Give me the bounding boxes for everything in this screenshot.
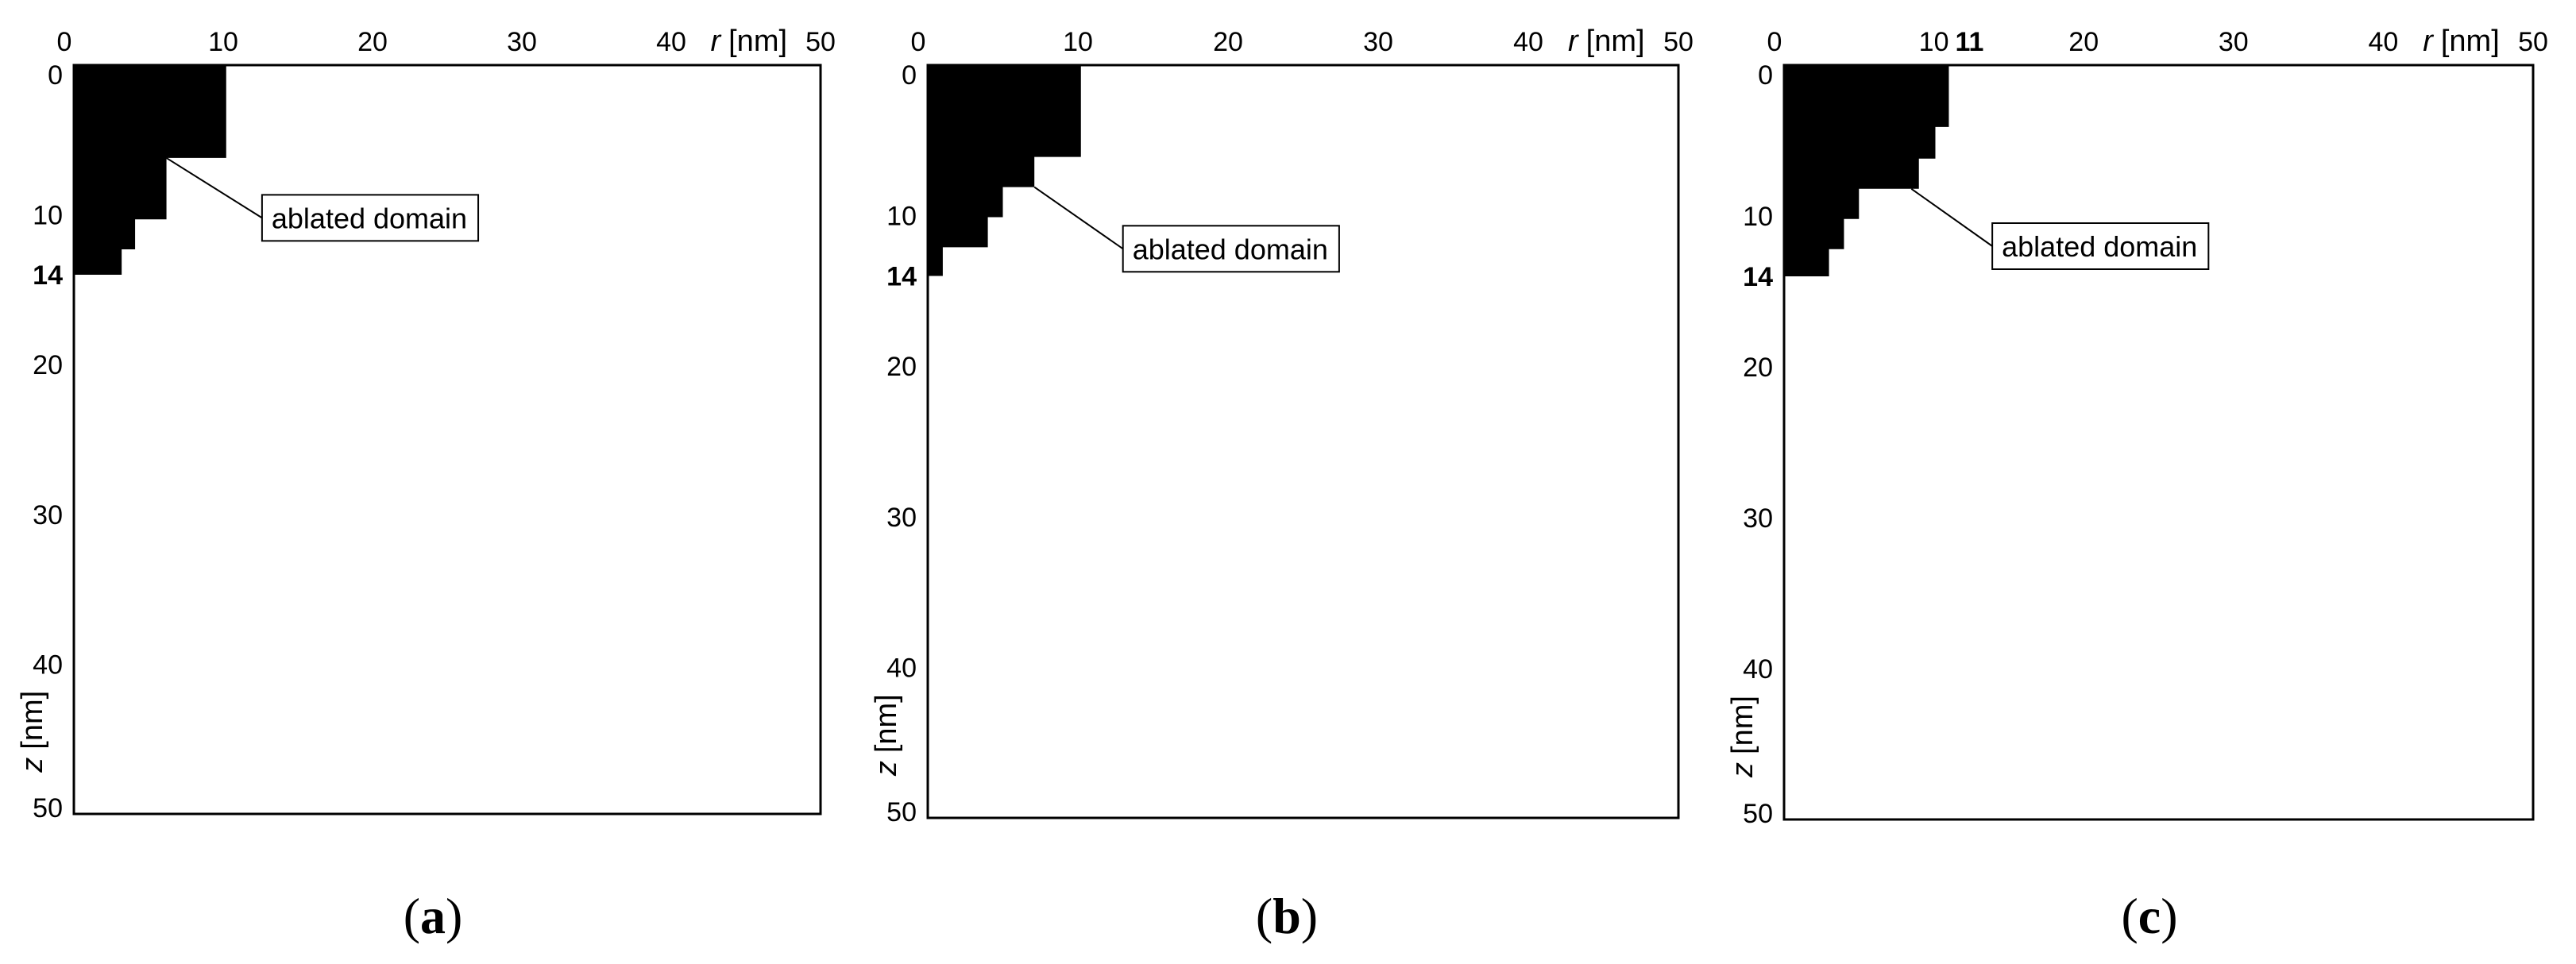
x-axis-label: r [nm]	[2423, 25, 2500, 58]
y-tick-label: 0	[48, 60, 63, 91]
panel-a: 0 10 20 30 40 50r [nm]0102030405014z[nm]ablate…	[16, 25, 836, 944]
x-axis-label: r [nm]	[710, 25, 787, 58]
y-tick-label: 40	[1743, 654, 1773, 684]
x-axis-variable: r	[710, 25, 721, 58]
x-tick-label: 0	[57, 27, 72, 57]
y-axis-variable: z	[16, 758, 49, 773]
y-tick-label: 50	[1743, 799, 1773, 829]
y-axis-unit: [nm]	[870, 694, 903, 753]
y-tick-label: 20	[1743, 353, 1773, 383]
x-axis-unit: [nm]	[728, 25, 787, 58]
annotation-box	[1991, 222, 2210, 270]
x-tick-label: 10	[208, 27, 238, 57]
panel-label: (a)	[404, 888, 463, 944]
y-tick-label: 40	[33, 650, 63, 680]
y-axis-unit: [nm]	[1726, 696, 1759, 754]
x-axis-label: r [nm]	[1568, 25, 1645, 58]
y-extra-tick-label: 14	[1743, 262, 1773, 292]
y-axis-variable: z	[1726, 762, 1759, 778]
annotation-box	[1122, 225, 1340, 273]
y-tick-label: 50	[886, 797, 917, 827]
y-tick-label: 20	[886, 352, 917, 382]
y-axis-label: z [nm]	[16, 691, 49, 773]
y-tick-label: 40	[886, 653, 917, 683]
x-tick-label: 10	[1919, 27, 1949, 57]
x-tick-label: 40	[1513, 27, 1543, 57]
ablated-domain-region	[74, 65, 226, 276]
ablated-domain-label: ablated domain	[272, 202, 467, 234]
ablated-domain-label: ablated domain	[1133, 233, 1328, 265]
y-extra-tick-label: 14	[33, 260, 63, 291]
x-tick-label: 0	[1767, 27, 1782, 57]
ablated-domain-region	[928, 65, 1081, 276]
y-axis-variable: z	[870, 761, 903, 777]
y-tick-label: 30	[886, 503, 917, 533]
ablated-domain-region	[1784, 65, 1949, 276]
panel-b: 0 10 20 30 40 50r [nm]0102030405014z[nm]ablate…	[870, 25, 1694, 944]
domain-frame	[1782, 64, 2535, 821]
y-tick-label: 0	[1758, 60, 1773, 91]
annotation-leader-line	[1033, 186, 1124, 250]
x-tick-label: 20	[1213, 27, 1243, 57]
domain-frame	[926, 64, 1680, 819]
x-extra-tick-label: 11	[1955, 27, 1983, 57]
annotation-box	[261, 194, 480, 242]
panel-label: (c)	[2121, 888, 2177, 944]
y-tick-label: 20	[33, 350, 63, 380]
y-tick-label: 10	[886, 202, 917, 232]
y-tick-label: 0	[902, 60, 917, 91]
y-axis-label: z [nm]	[870, 694, 903, 777]
x-tick-label: 20	[2068, 27, 2099, 57]
x-tick-label: 50	[805, 27, 836, 57]
x-tick-label: 30	[507, 27, 537, 57]
annotation-leader-line	[1910, 187, 1993, 247]
x-tick-label: 30	[2219, 27, 2249, 57]
y-tick-label: 30	[33, 500, 63, 530]
ablated-domain-label: ablated domain	[2002, 230, 2197, 263]
x-axis-unit: [nm]	[1586, 25, 1645, 58]
y-axis-unit: [nm]	[16, 691, 49, 750]
x-tick-label: 50	[2518, 27, 2548, 57]
x-tick-label: 40	[656, 27, 686, 57]
annotation-leader-line	[166, 157, 263, 219]
x-tick-label: 0	[911, 27, 926, 57]
y-tick-label: 30	[1743, 503, 1773, 534]
y-axis-label: z [nm]	[1726, 696, 1759, 778]
y-extra-tick-label: 14	[886, 261, 917, 291]
y-tick-label: 50	[33, 793, 63, 823]
y-tick-label: 10	[1743, 202, 1773, 232]
x-axis-variable: r	[2423, 25, 2434, 58]
x-axis-unit: [nm]	[2441, 25, 2500, 58]
x-tick-label: 10	[1063, 27, 1093, 57]
y-tick-label: 10	[33, 201, 63, 231]
x-tick-label: 30	[1363, 27, 1393, 57]
x-tick-label: 40	[2368, 27, 2398, 57]
panel-label: (b)	[1256, 888, 1318, 944]
x-tick-label: 50	[1663, 27, 1694, 57]
domain-frame	[72, 64, 822, 816]
x-tick-label: 20	[357, 27, 388, 57]
x-axis-variable: r	[1568, 25, 1579, 58]
